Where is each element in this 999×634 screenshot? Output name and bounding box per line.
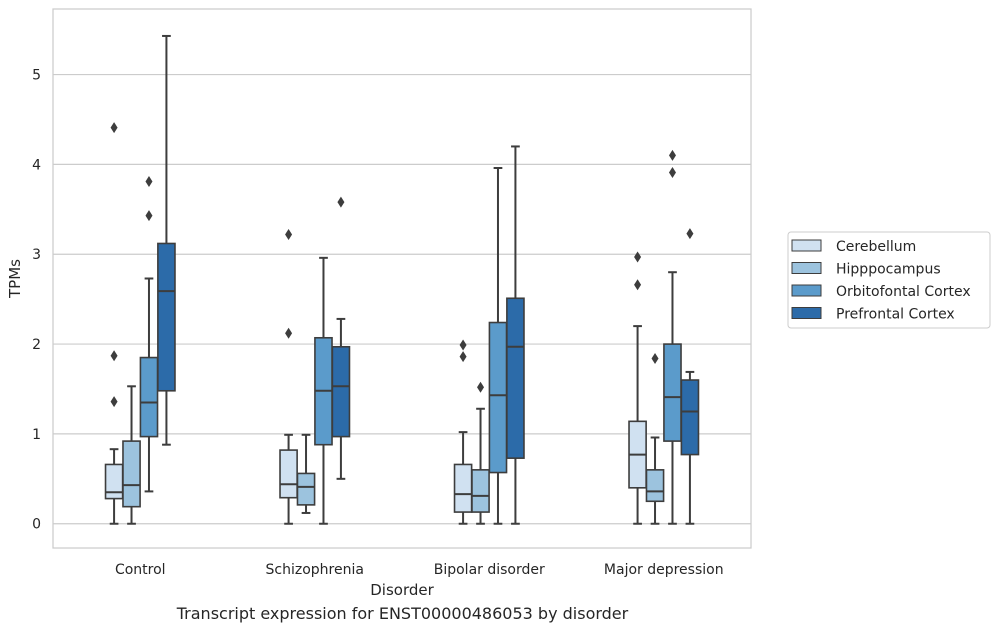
y-tick-label: 0 bbox=[32, 517, 41, 533]
outlier-point bbox=[668, 149, 676, 161]
box-1-0 bbox=[279, 228, 298, 525]
legend: Cerebellum Hipppocampus Orbitofontal Corte… bbox=[787, 231, 991, 329]
box-3-0 bbox=[628, 251, 647, 525]
outlier-point bbox=[110, 396, 118, 408]
box-0-3 bbox=[157, 34, 176, 446]
box-3-3 bbox=[680, 228, 700, 525]
box-iqr bbox=[279, 449, 298, 499]
y-tick-label: 4 bbox=[32, 157, 41, 173]
box-1-1 bbox=[296, 433, 316, 514]
legend-label: Cerebellum bbox=[836, 239, 916, 255]
box-0-0 bbox=[104, 122, 124, 525]
box-2-1 bbox=[471, 381, 490, 525]
x-tick-label: Bipolar disorder bbox=[434, 562, 545, 578]
x-tick-label: Control bbox=[115, 562, 166, 578]
y-tick-label: 3 bbox=[32, 247, 41, 263]
legend-swatch bbox=[791, 239, 822, 252]
box-iqr bbox=[157, 242, 176, 392]
box-2-0 bbox=[453, 339, 473, 525]
box-0-1 bbox=[122, 385, 141, 525]
legend-swatch bbox=[791, 284, 822, 297]
box-iqr bbox=[663, 343, 682, 442]
outlier-point bbox=[686, 228, 694, 240]
box-3-1 bbox=[645, 352, 665, 525]
box-1-3 bbox=[331, 196, 351, 480]
outlier-point bbox=[285, 228, 293, 240]
outlier-point bbox=[459, 339, 467, 351]
outlier-point bbox=[459, 351, 467, 363]
outlier-point bbox=[145, 210, 153, 222]
x-axis-ticks: Control Schizophrenia Bipolar disorder Majo… bbox=[115, 562, 724, 578]
x-tick-label: Major depression bbox=[604, 562, 724, 578]
y-tick-label: 2 bbox=[32, 337, 41, 353]
outlier-point bbox=[634, 251, 642, 263]
y-axis-label: TPMs bbox=[6, 259, 24, 299]
boxes-layer bbox=[104, 34, 700, 525]
box-iqr bbox=[453, 463, 473, 513]
legend-swatch bbox=[791, 307, 822, 319]
box-2-3 bbox=[506, 145, 525, 525]
box-iqr bbox=[488, 321, 508, 474]
box-iqr bbox=[331, 345, 351, 438]
box-iqr bbox=[471, 469, 490, 513]
box-iqr bbox=[645, 469, 665, 503]
y-tick-label: 5 bbox=[32, 68, 41, 84]
outlier-point bbox=[477, 381, 485, 393]
outlier-point bbox=[668, 166, 676, 178]
outlier-point bbox=[285, 327, 293, 339]
y-axis-ticks: 0 1 2 3 4 5 bbox=[32, 68, 41, 533]
box-iqr bbox=[139, 356, 159, 438]
figure-caption: Transcript expression for ENST0000048605… bbox=[176, 604, 629, 623]
legend-frame bbox=[787, 231, 991, 329]
box-2-2 bbox=[488, 167, 508, 525]
outlier-point bbox=[651, 352, 659, 364]
box-3-2 bbox=[663, 149, 682, 525]
outlier-point bbox=[634, 279, 642, 291]
outlier-point bbox=[110, 350, 118, 362]
y-tick-label: 1 bbox=[32, 427, 41, 443]
box-iqr bbox=[506, 297, 525, 459]
outlier-point bbox=[110, 122, 118, 134]
outlier-point bbox=[145, 175, 153, 187]
legend-swatch bbox=[791, 262, 822, 274]
box-iqr bbox=[296, 472, 316, 506]
box-1-2 bbox=[314, 256, 333, 525]
box-0-2 bbox=[139, 175, 159, 493]
legend-label: Hipppocampus bbox=[836, 262, 941, 278]
x-axis-label: Disorder bbox=[370, 581, 434, 599]
box-iqr bbox=[104, 463, 124, 500]
legend-label: Prefrontal Cortex bbox=[836, 307, 955, 323]
legend-label: Orbitofontal Cortex bbox=[836, 284, 971, 300]
x-tick-label: Schizophrenia bbox=[266, 562, 364, 578]
plot-frame bbox=[52, 8, 752, 549]
box-iqr bbox=[122, 440, 141, 508]
box-iqr bbox=[680, 379, 700, 456]
outlier-point bbox=[337, 196, 345, 208]
